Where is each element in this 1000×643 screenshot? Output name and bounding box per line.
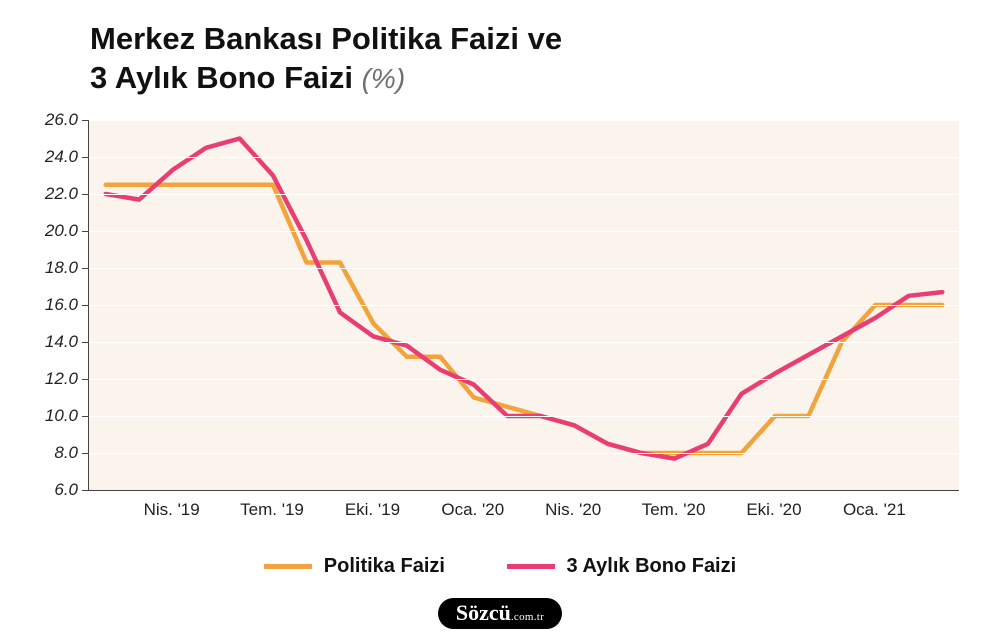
- y-axis-label: 24.0: [32, 147, 78, 167]
- legend-swatch-bond: [507, 564, 555, 569]
- x-axis-label: Eki. '20: [729, 500, 819, 520]
- grid-line: [89, 416, 959, 417]
- y-axis-label: 16.0: [32, 295, 78, 315]
- y-tick: [82, 157, 88, 158]
- series-line-policy: [106, 185, 943, 453]
- brand-footer: Sözcü.com.tr: [0, 598, 1000, 629]
- y-axis-label: 22.0: [32, 184, 78, 204]
- y-axis-label: 18.0: [32, 258, 78, 278]
- grid-line: [89, 157, 959, 158]
- y-tick: [82, 379, 88, 380]
- x-axis-label: Nis. '19: [127, 500, 217, 520]
- x-axis-label: Tem. '20: [629, 500, 719, 520]
- brand-suffix: .com.tr: [511, 611, 544, 623]
- x-axis-label: Tem. '19: [227, 500, 317, 520]
- chart-title: Merkez Bankası Politika Faizi ve 3 Aylık…: [90, 20, 562, 98]
- y-axis-label: 14.0: [32, 332, 78, 352]
- y-tick: [82, 268, 88, 269]
- y-tick: [82, 231, 88, 232]
- y-axis-label: 6.0: [32, 480, 78, 500]
- x-axis-label: Oca. '21: [829, 500, 919, 520]
- y-tick: [82, 453, 88, 454]
- plot-area: [88, 120, 959, 491]
- x-axis-label: Nis. '20: [528, 500, 618, 520]
- x-axis-label: Eki. '19: [327, 500, 417, 520]
- grid-line: [89, 453, 959, 454]
- y-tick: [82, 416, 88, 417]
- chart: 6.08.010.012.014.016.018.020.022.024.026…: [38, 110, 978, 525]
- y-tick: [82, 305, 88, 306]
- legend-label-bond: 3 Aylık Bono Faizi: [567, 555, 737, 578]
- grid-line: [89, 231, 959, 232]
- y-axis-label: 8.0: [32, 443, 78, 463]
- y-tick: [82, 490, 88, 491]
- y-tick: [82, 194, 88, 195]
- legend-swatch-policy: [264, 564, 312, 569]
- y-tick: [82, 120, 88, 121]
- title-line-2-text: 3 Aylık Bono Faizi: [90, 60, 353, 95]
- y-tick: [82, 342, 88, 343]
- title-line-2: 3 Aylık Bono Faizi (%): [90, 59, 562, 98]
- y-axis-label: 20.0: [32, 221, 78, 241]
- legend: Politika Faizi 3 Aylık Bono Faizi: [0, 552, 1000, 578]
- grid-line: [89, 342, 959, 343]
- legend-label-policy: Politika Faizi: [324, 555, 445, 578]
- grid-line: [89, 379, 959, 380]
- y-axis-label: 12.0: [32, 369, 78, 389]
- brand-name: Sözcü: [456, 600, 511, 625]
- y-axis-label: 26.0: [32, 110, 78, 130]
- legend-item-policy: Politika Faizi: [264, 555, 445, 578]
- grid-line: [89, 268, 959, 269]
- x-axis-label: Oca. '20: [428, 500, 518, 520]
- grid-line: [89, 194, 959, 195]
- title-unit: (%): [362, 63, 406, 94]
- legend-item-bond: 3 Aylık Bono Faizi: [507, 555, 737, 578]
- title-line-1: Merkez Bankası Politika Faizi ve: [90, 20, 562, 59]
- grid-line: [89, 305, 959, 306]
- brand-pill: Sözcü.com.tr: [438, 598, 562, 629]
- grid-line: [89, 120, 959, 121]
- y-axis-label: 10.0: [32, 406, 78, 426]
